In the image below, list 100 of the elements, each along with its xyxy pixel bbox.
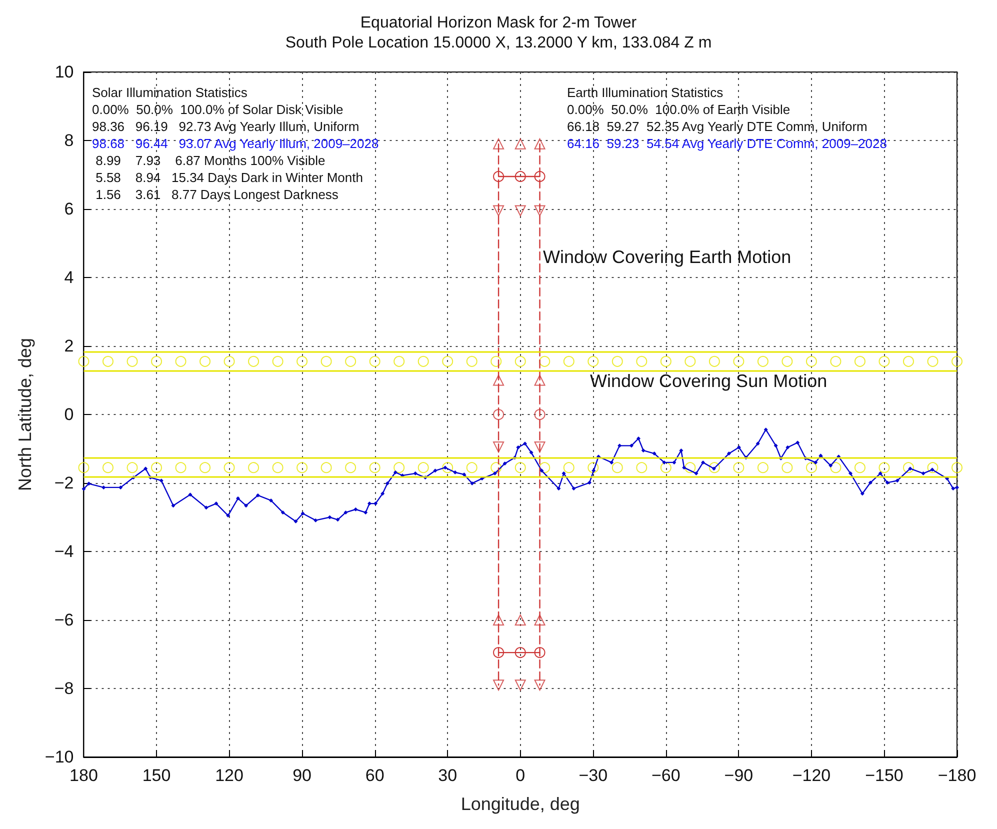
point [733,462,744,474]
y-axis-title: North Latitude, deg [15,338,35,492]
point [78,462,90,474]
annotation: 0.00% 50.0% 100.0% of Solar Disk Visible [92,102,344,117]
point [493,647,504,658]
point [733,356,744,367]
point [224,462,235,474]
point [539,356,550,367]
point [588,356,599,367]
point [927,462,938,474]
point [830,462,842,474]
point [539,462,550,474]
point [320,356,332,367]
annotation: Window Covering Earth Motion [543,247,792,267]
point [757,462,768,474]
point [708,462,720,474]
point [493,614,504,626]
point [345,462,356,474]
annotation: 0.00% 50.0% 100.0% of Earth Visible [567,102,790,117]
x-tick-label: 60 [365,766,384,785]
point [394,356,405,367]
point [200,356,211,367]
point [493,680,504,691]
point [200,462,211,474]
point [854,462,866,474]
point [588,462,599,474]
point [493,170,504,182]
point [175,462,186,474]
point [636,462,648,474]
point [806,356,817,367]
point [534,614,546,626]
point [490,356,502,367]
point [493,409,504,420]
point [102,462,114,474]
y-tick-label: −4 [54,542,74,561]
point [684,462,696,474]
point [563,356,574,367]
x-tick-label: −90 [724,766,754,785]
annotation: 5.58 8.94 15.34 Days Dark in Winter Month [92,170,363,185]
point [248,462,260,474]
point [636,356,648,367]
point [466,462,478,474]
point [660,356,672,367]
chart-title: Equatorial Horizon Mask for 2-m Tower [360,14,638,32]
annotation: 1.56 3.61 8.77 Days Longest Darkness [92,187,339,202]
point [493,205,504,216]
point [534,647,546,658]
point [369,462,380,474]
point [534,170,546,182]
y-tick-label: −2 [54,474,74,492]
point [345,356,356,367]
point [782,462,793,474]
point [418,462,429,474]
y-tick-label: −6 [54,610,74,630]
point [927,356,938,367]
point [514,614,526,626]
point [902,356,914,367]
point [272,462,284,474]
point [126,356,138,367]
point [878,462,890,474]
point [442,462,454,474]
point [534,442,546,453]
point [660,462,672,474]
point [952,356,962,367]
point [708,356,720,367]
point [514,462,526,474]
x-tick-label: −30 [578,766,608,785]
point [534,680,546,691]
annotation: 98.68 96.44 93.07 Avg Yearly Illum, 2009–2028 [92,136,379,151]
x-tick-label: 150 [142,766,171,785]
point [830,356,842,367]
point [854,356,866,367]
point [272,356,284,367]
y-tick-label: 4 [64,268,74,287]
x-tick-label: 90 [292,766,312,785]
point [534,138,546,150]
point [514,356,526,367]
point [952,462,962,474]
point [151,356,162,367]
chart-subtitle: South Pole Location 15.0000 X, 13.2000 Y km, 133.084 Z m [285,34,712,52]
annotation: Window Covering Sun Motion [590,371,828,391]
x-tick-label: −180 [938,766,976,785]
x-tick-label: 30 [438,766,458,785]
point [493,138,504,150]
point [369,356,380,367]
y-tick-label: 8 [64,131,74,150]
point [248,356,260,367]
point [320,462,332,474]
x-tick-label: 0 [516,766,526,785]
point [493,374,504,386]
point [224,356,235,367]
point [514,138,526,150]
point [296,356,308,367]
point [534,205,546,216]
point [514,680,526,691]
y-tick-label: 2 [64,336,74,356]
x-tick-label: −60 [651,766,680,785]
y-tick-label: 6 [64,200,74,218]
point [151,462,162,474]
annotation: 64.16 59.23 54.54 Avg Yearly DTE Comm, 2009–2028 [567,136,887,151]
